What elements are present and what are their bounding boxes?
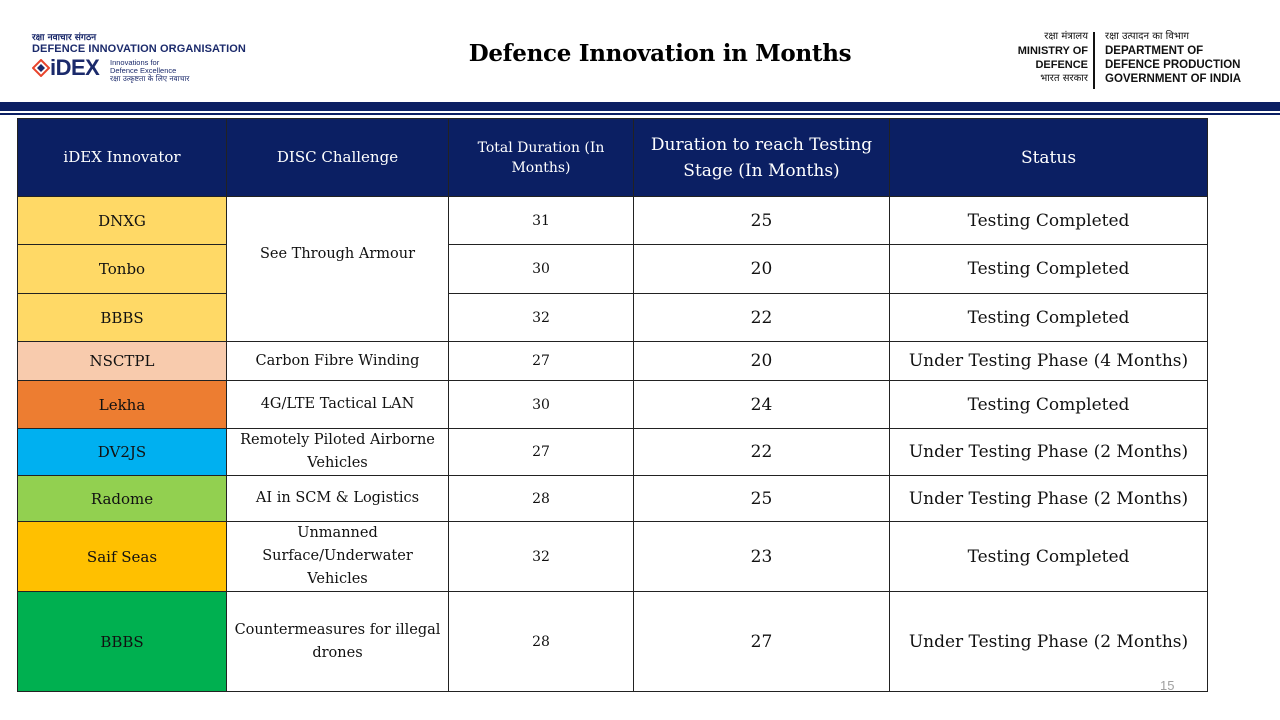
table-row: NSCTPL Carbon Fibre Winding 27 20 Under … (17, 341, 1208, 381)
table-row: DNXG See Through Armour 31 25 Testing Co… (17, 196, 1208, 342)
innovator-cell: DNXG (17, 196, 227, 245)
challenge-cell: Remotely Piloted Airborne Vehicles (226, 428, 449, 476)
innovator-cell: Tonbo (17, 244, 227, 294)
ministry-line1: MINISTRY OF (1017, 45, 1088, 57)
idex-tagline-hindi: रक्षा उत्कृष्टता के लिए नवाचार (110, 74, 190, 83)
idex-tagline: Innovations for Defence Excellence (110, 59, 176, 75)
testing-duration-cell: 23 (633, 521, 890, 592)
testing-duration-cell: 22 (633, 293, 890, 342)
innovator-cell: Lekha (17, 380, 227, 429)
innovator-cell: NSCTPL (17, 341, 227, 381)
department-line2: DEFENCE PRODUCTION (1105, 59, 1241, 71)
challenge-cell: AI in SCM & Logistics (226, 475, 449, 522)
innovation-table: iDEX Innovator DISC Challenge Total Dura… (17, 118, 1208, 692)
department-block: रक्षा उत्पादन का विभाग DEPARTMENT OF DEF… (1105, 30, 1241, 86)
slide-header: रक्षा नवाचार संगठन DEFENCE INNOVATION OR… (0, 0, 1280, 104)
idex-logo-row: iDEX Innovations for Defence Excellence … (32, 55, 272, 83)
header-band (0, 102, 1280, 111)
total-duration-cell: 28 (448, 475, 634, 522)
status-cell: Under Testing Phase (2 Months) (889, 428, 1208, 476)
innovator-cell: Radome (17, 475, 227, 522)
testing-duration-cell: 20 (633, 244, 890, 294)
ministry-block: रक्षा मंत्रालय MINISTRY OF DEFENCE भारत … (1018, 30, 1088, 86)
ministry-line2: DEFENCE (1035, 59, 1088, 71)
page-number: 15 (1160, 678, 1175, 693)
total-duration-cell: 31 (448, 196, 634, 245)
department-line1: DEPARTMENT OF (1105, 45, 1204, 57)
challenge-cell: Carbon Fibre Winding (226, 341, 449, 381)
table-header-row: iDEX Innovator DISC Challenge Total Dura… (17, 118, 1208, 197)
department-line3: GOVERNMENT OF INDIA (1105, 73, 1242, 85)
column-header-status: Status (889, 118, 1208, 197)
table-row: Radome AI in SCM & Logistics 28 25 Under… (17, 475, 1208, 522)
status-cell: Testing Completed (889, 293, 1208, 342)
total-duration-cell: 30 (448, 380, 634, 429)
testing-duration-cell: 20 (633, 341, 890, 381)
table-row: Lekha 4G/LTE Tactical LAN 30 24 Testing … (17, 380, 1208, 429)
challenge-cell: Unmanned Surface/Underwater Vehicles (226, 521, 449, 592)
column-header-total-duration: Total Duration (In Months) (448, 118, 634, 197)
challenge-cell: Countermeasures for illegal drones (226, 591, 449, 692)
status-cell: Testing Completed (889, 244, 1208, 294)
testing-duration-cell: 27 (633, 591, 890, 692)
government-hindi: भारत सरकार (1040, 73, 1088, 84)
challenge-cell: 4G/LTE Tactical LAN (226, 380, 449, 429)
logo-divider (1093, 32, 1095, 89)
column-header-innovator: iDEX Innovator (17, 118, 227, 197)
status-cell: Testing Completed (889, 521, 1208, 592)
page-title: Defence Innovation in Months (468, 40, 852, 67)
idex-wordmark: iDEX (50, 55, 100, 80)
table-row: Tonbo 30 20 Testing Completed (17, 244, 1208, 294)
challenge-cell: See Through Armour (226, 196, 449, 342)
testing-duration-cell: 22 (633, 428, 890, 476)
status-cell: Under Testing Phase (2 Months) (889, 475, 1208, 522)
header-band-line (0, 113, 1280, 115)
org-hindi-text: रक्षा नवाचार संगठन (32, 33, 97, 43)
innovator-cell: BBBS (17, 591, 227, 692)
innovator-cell: DV2JS (17, 428, 227, 476)
table-row: Saif Seas Unmanned Surface/Underwater Ve… (17, 521, 1208, 592)
idex-tagline-line1: Innovations for (110, 58, 160, 67)
dio-idex-logo: रक्षा नवाचार संगठन DEFENCE INNOVATION OR… (32, 33, 272, 89)
testing-duration-cell: 25 (633, 475, 890, 522)
innovator-cell: Saif Seas (17, 521, 227, 592)
column-header-challenge: DISC Challenge (226, 118, 449, 197)
table-row: DV2JS Remotely Piloted Airborne Vehicles… (17, 428, 1208, 476)
status-cell: Under Testing Phase (2 Months) (889, 591, 1208, 692)
table-row: BBBS Countermeasures for illegal drones … (17, 591, 1208, 692)
org-name: DEFENCE INNOVATION ORGANISATION (32, 43, 246, 55)
idex-emblem-icon (32, 59, 50, 77)
status-cell: Testing Completed (889, 196, 1208, 245)
testing-duration-cell: 24 (633, 380, 890, 429)
innovator-cell: BBBS (17, 293, 227, 342)
total-duration-cell: 32 (448, 293, 634, 342)
column-header-testing-duration: Duration to reach Testing Stage (In Mont… (633, 118, 890, 197)
total-duration-cell: 30 (448, 244, 634, 294)
status-cell: Testing Completed (889, 380, 1208, 429)
status-cell: Under Testing Phase (4 Months) (889, 341, 1208, 381)
ministry-logo: रक्षा मंत्रालय MINISTRY OF DEFENCE भारत … (1000, 30, 1270, 90)
total-duration-cell: 32 (448, 521, 634, 592)
testing-duration-cell: 25 (633, 196, 890, 245)
table-row: BBBS 32 22 Testing Completed (17, 293, 1208, 342)
ministry-hindi: रक्षा मंत्रालय (1044, 31, 1088, 42)
idex-tagline-line2: Defence Excellence (110, 66, 177, 75)
total-duration-cell: 28 (448, 591, 634, 692)
department-hindi: रक्षा उत्पादन का विभाग (1105, 31, 1190, 42)
total-duration-cell: 27 (448, 428, 634, 476)
total-duration-cell: 27 (448, 341, 634, 381)
